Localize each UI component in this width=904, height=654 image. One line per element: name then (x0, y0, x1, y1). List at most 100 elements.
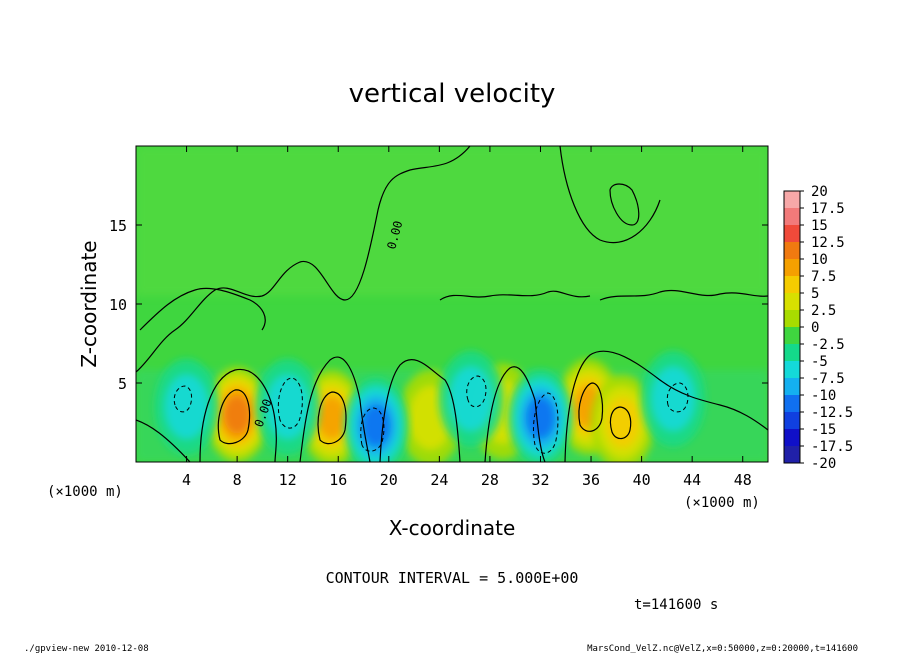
contour-zero-line (578, 382, 604, 432)
footer-right: MarsCond_VelZ.nc@VelZ,x=0:50000,z=0:2000… (587, 644, 858, 654)
contour-zero-line (217, 389, 251, 445)
contour-zero-line (317, 391, 347, 445)
downdraft-cell (438, 350, 503, 447)
contour-negative-line (277, 377, 303, 429)
x-tick-label: 36 (582, 471, 600, 489)
contour-lines (136, 146, 768, 462)
colorbar-label: 0 (811, 320, 819, 336)
contour-zero-line (199, 368, 277, 462)
contour-zero-line (379, 359, 461, 462)
downdraft-level (651, 366, 695, 431)
contour-zero-line (439, 290, 591, 301)
x-axis-ticks: 4 8 12 16 20 24 28 32 36 40 44 48 (182, 146, 752, 489)
colorbar-swatch (784, 361, 800, 379)
downdraft-cell (255, 358, 320, 455)
y-tick-label: 10 (109, 296, 127, 314)
x-tick-label: 8 (233, 471, 242, 489)
colorbar-label: 20 (811, 184, 828, 200)
downdraft-level (525, 396, 556, 440)
x-axis-label: X-coordinate (389, 516, 516, 540)
colorbar-swatch (784, 446, 800, 464)
colorbar-label: 17.5 (811, 201, 845, 217)
updraft-level (317, 396, 347, 440)
time-text: t=141600 s (634, 597, 718, 613)
colorbar-label: -7.5 (811, 371, 845, 387)
contour-zero-line (559, 146, 661, 244)
colorbar-swatch (784, 191, 800, 209)
x-tick-label: 12 (279, 471, 297, 489)
downdraft-cell (641, 350, 706, 447)
contour-negative-line (360, 407, 385, 452)
contour-lines-negative (173, 375, 689, 454)
plot-field: 0.00 0.00 (136, 146, 768, 462)
contour-zero-line (609, 406, 632, 440)
colorbar-swatch (784, 395, 800, 413)
colorbar-label: -12.5 (811, 405, 853, 421)
colorbar-label: 10 (811, 252, 828, 268)
contour-negative-line (666, 382, 689, 413)
x-tick-label: 40 (633, 471, 651, 489)
colorbar-swatch (784, 276, 800, 294)
contour-negative-line (466, 375, 487, 408)
colorbar-label: -15 (811, 422, 836, 438)
colorbar-swatch (784, 429, 800, 447)
colorbar-swatch (784, 310, 800, 328)
contour-zero-line (136, 419, 191, 462)
x-unit-right: (×1000 m) (684, 495, 760, 511)
colorbar-label: -5 (811, 354, 828, 370)
downdraft-level (266, 374, 310, 439)
colorbar-swatch (784, 293, 800, 311)
contour-zero-line (299, 356, 371, 462)
colorbar: 2017.51512.5107.552.50-2.5-5-7.5-10-12.5… (783, 184, 853, 472)
x-tick-label: 20 (380, 471, 398, 489)
downdraft-cell (154, 358, 219, 455)
colorbar-swatch (784, 208, 800, 226)
downdraft-cell (508, 369, 573, 462)
x-tick-label: 16 (329, 471, 347, 489)
downdraft-level (361, 404, 391, 447)
downdraft-cell (344, 377, 409, 462)
x-tick-label: 44 (683, 471, 701, 489)
y-tick-label: 5 (118, 375, 127, 393)
contour-negative-line (533, 392, 559, 454)
upper-band (136, 146, 768, 296)
y-axis-label: Z-coordinate (77, 240, 101, 367)
x-tick-label: 28 (481, 471, 499, 489)
downdraft-level (449, 366, 493, 431)
colorbar-swatch (784, 344, 800, 362)
colorbar-label: -17.5 (811, 439, 853, 455)
x-tick-label: 48 (734, 471, 752, 489)
colorbar-label: 5 (811, 286, 819, 302)
colorbar-swatch (784, 378, 800, 396)
contour-interval-text: CONTOUR INTERVAL = 5.000E+00 (326, 569, 579, 587)
contour-zero-line (136, 146, 471, 373)
colorbar-swatch (784, 259, 800, 277)
contour-zero-line (599, 289, 768, 301)
colorbar-swatch (784, 412, 800, 430)
y-tick-label: 15 (109, 217, 127, 235)
colorbar-label: 12.5 (811, 235, 845, 251)
colorbar-swatch (784, 225, 800, 243)
colorbar-label: -20 (811, 456, 836, 472)
contour-zero-line (564, 350, 768, 462)
chart-title: vertical velocity (349, 79, 556, 109)
colorbar-label: -2.5 (811, 337, 845, 353)
downdraft-level (164, 374, 209, 439)
y-axis-ticks: 5 10 15 (109, 217, 768, 393)
x-tick-label: 4 (182, 471, 191, 489)
contour-zero-line (484, 366, 546, 462)
colorbar-label: 7.5 (811, 269, 836, 285)
colorbar-swatch (784, 242, 800, 260)
colorbar-label: 15 (811, 218, 828, 234)
x-tick-label: 32 (531, 471, 549, 489)
contour-zero-line (139, 287, 266, 331)
x-unit-left: (×1000 m) (47, 484, 123, 500)
colorbar-label: -10 (811, 388, 836, 404)
colorbar-label: 2.5 (811, 303, 836, 319)
footer-left: ./gpview-new 2010-12-08 (24, 644, 149, 654)
contour-negative-line (173, 385, 193, 413)
colorbar-swatch (784, 327, 800, 345)
contour-zero-line (609, 183, 640, 226)
updraft-level (224, 395, 251, 434)
